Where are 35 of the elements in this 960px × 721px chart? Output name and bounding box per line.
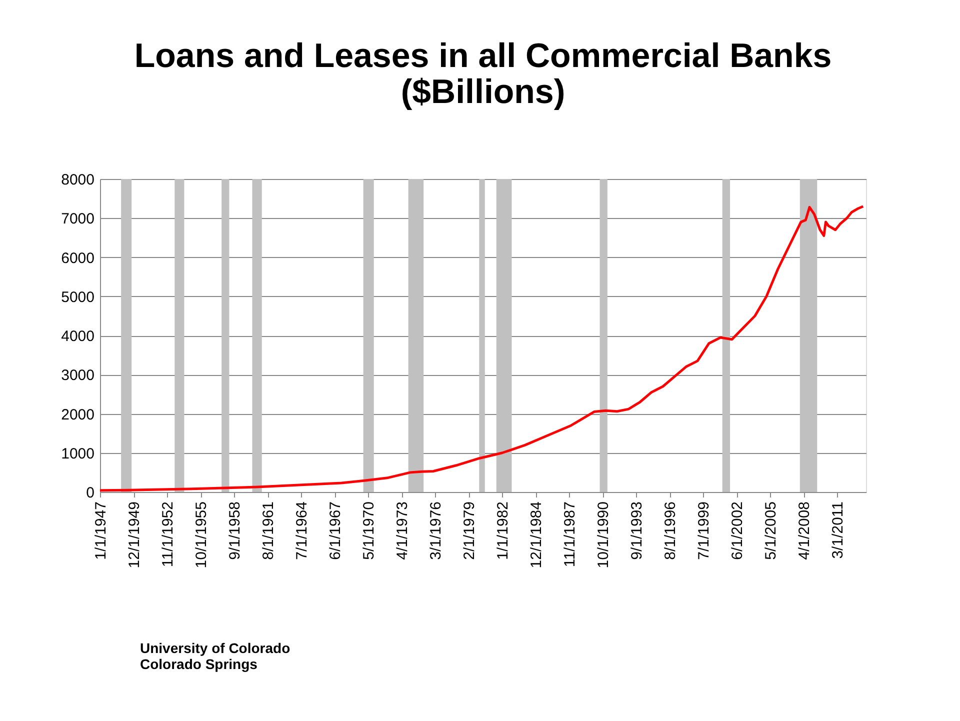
chart-title: Loans and Leases in all Commercial Banks ($Billions) [134, 37, 832, 111]
y-tick-label: 6000 [61, 250, 94, 267]
text: University of Colorado Colorado Springs [140, 640, 290, 672]
x-tick-label: 11/1/1952 [160, 502, 177, 568]
x-tick-label: 12/1/1984 [528, 502, 546, 568]
y-tick-label: 2000 [61, 406, 94, 424]
y-tick-label: 1000 [61, 445, 94, 462]
x-tick-label: 5/1/2005 [762, 502, 780, 560]
x-tick-label: 11/1/1987 [562, 502, 579, 568]
x-tick-label: 12/1/1949 [126, 502, 144, 568]
x-tick-label: 6/1/1967 [327, 502, 344, 560]
y-tick-label: 0 [86, 484, 94, 502]
y-tick-label: 5000 [61, 288, 94, 306]
x-tick-label: 8/1/1961 [260, 502, 278, 560]
x-tick-label: 10/1/1955 [193, 502, 210, 568]
x-tick-label: 7/1/1999 [696, 502, 713, 560]
y-tick-label: 7000 [61, 210, 94, 228]
x-tick-label: 4/1/1973 [394, 502, 412, 560]
x-tick-label: 5/1/1970 [360, 502, 378, 560]
x-tick-label: 9/1/1958 [226, 502, 244, 560]
x-tick-label: 1/1/1947 [92, 502, 110, 560]
x-tick-label: 4/1/2008 [796, 502, 814, 560]
y-tick-label: 3000 [61, 367, 94, 384]
x-tick-label: 3/1/1976 [428, 502, 445, 560]
x-tick-label: 1/1/1982 [494, 502, 512, 560]
x-tick-label: 9/1/1993 [628, 502, 646, 560]
x-tick-label: 10/1/1990 [595, 502, 612, 568]
x-tick-label: 7/1/1964 [294, 502, 311, 560]
x-tick-label: 3/1/2011 [830, 502, 847, 559]
line-series [98, 205, 864, 492]
x-tick-label: 8/1/1996 [662, 502, 680, 560]
y-tick-label: 8000 [61, 172, 94, 188]
y-tick-label: 4000 [61, 328, 94, 345]
x-tick-label: 2/1/1979 [461, 502, 478, 560]
x-tick-label: 6/1/2002 [729, 502, 746, 560]
